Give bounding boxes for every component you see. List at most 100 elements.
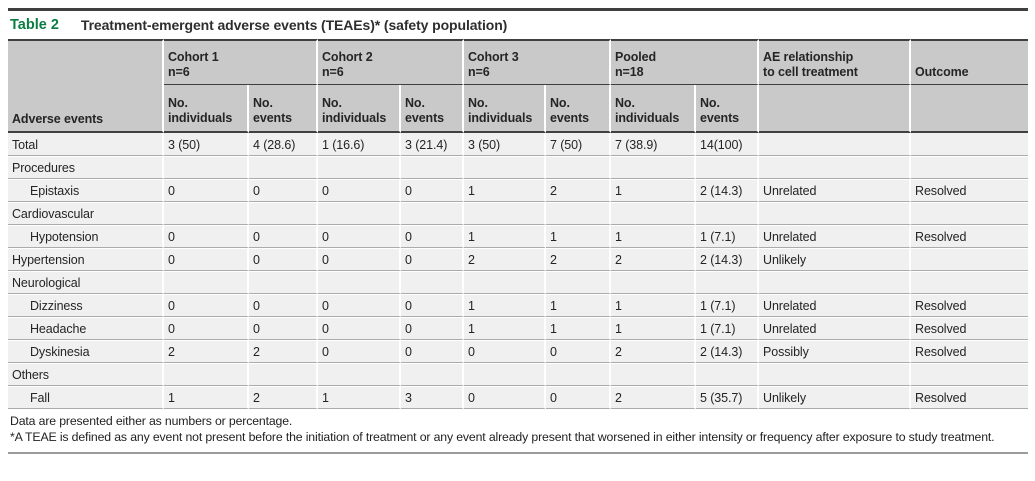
row-label: Hypotension [8,225,164,248]
cell [759,363,912,386]
cell [911,202,1029,225]
table-row: Hypertension 0 0 0 0 2 2 2 2 (14.3) Unlikely [8,248,1029,271]
cell: 1 [464,179,546,202]
header-group-row: Adverse events Cohort 1 n=6 Cohort 2 n=6 C… [8,39,1029,133]
cell [759,156,912,179]
cell: 2 (14.3) [696,340,760,363]
cell [696,363,760,386]
cell [611,363,696,386]
cell [546,363,611,386]
cell: 0 [318,248,401,271]
cell: 0 [546,386,611,409]
cell [546,156,611,179]
subheader-outcome-empty [911,85,1029,133]
cell: 1 (7.1) [696,225,760,248]
cell: 2 [611,248,696,271]
category-row: Others [8,363,1029,386]
cell: Unrelated [759,294,912,317]
cell [611,271,696,294]
cell: 1 (16.6) [318,133,401,156]
cell [249,156,318,179]
row-label: Others [8,363,164,386]
cell: 1 [464,294,546,317]
cell: 2 [249,340,318,363]
cell [401,156,464,179]
subheader-c3-events: No. events [546,85,611,133]
cell: 4 (28.6) [249,133,318,156]
cell [164,202,249,225]
cell [464,271,546,294]
cell [696,271,760,294]
column-group-cohort-2: Cohort 2 n=6 [318,39,464,85]
cell: 0 [249,248,318,271]
subheader-pooled-events: No. events [696,85,760,133]
cell: 2 [164,340,249,363]
cell: 0 [318,294,401,317]
subheader-c2-events: No. events [401,85,464,133]
column-header-outcome: Outcome [911,39,1029,85]
cell: 2 [611,386,696,409]
cell: 0 [401,225,464,248]
cell: 1 [546,317,611,340]
subheader-c1-individuals: No. individuals [164,85,249,133]
cell: 1 [318,386,401,409]
cell: 0 [318,225,401,248]
cell: 2 [611,340,696,363]
cell: 1 [464,225,546,248]
cell: 5 (35.7) [696,386,760,409]
cell [759,202,912,225]
cell [318,156,401,179]
cell: 3 (50) [464,133,546,156]
cell: 0 [164,225,249,248]
cell: Resolved [911,340,1029,363]
subheader-pooled-individuals: No. individuals [611,85,696,133]
table-header: Adverse events Cohort 1 n=6 Cohort 2 n=6 C… [8,39,1029,133]
row-label: Procedures [8,156,164,179]
cell: 1 [464,317,546,340]
cell: 0 [464,340,546,363]
cell [696,156,760,179]
table-footnotes: Data are presented either as numbers or … [8,409,1028,452]
cell: 1 [546,294,611,317]
cell: Resolved [911,179,1029,202]
cell: 1 [164,386,249,409]
cell [911,156,1029,179]
cell [318,363,401,386]
category-row: Neurological [8,271,1029,294]
column-header-adverse-events: Adverse events [8,39,164,133]
cell [401,271,464,294]
cell: Resolved [911,294,1029,317]
teae-table: Adverse events Cohort 1 n=6 Cohort 2 n=6 C… [8,39,1029,409]
cell: 0 [318,317,401,340]
row-label: Dyskinesia [8,340,164,363]
cell: 1 [611,179,696,202]
cell [249,271,318,294]
cell: 0 [318,340,401,363]
cell [546,202,611,225]
cell [164,156,249,179]
cell: 0 [164,248,249,271]
cell [318,202,401,225]
cell: 1 [611,225,696,248]
cell [611,202,696,225]
cell: Resolved [911,386,1029,409]
cell: Unlikely [759,386,912,409]
subheader-c1-events: No. events [249,85,318,133]
cell: 2 [546,179,611,202]
cell: Unrelated [759,317,912,340]
table-row: Dyskinesia 2 2 0 0 0 0 2 2 (14.3) Possibly Resolve… [8,340,1029,363]
column-group-cohort-1: Cohort 1 n=6 [164,39,318,85]
row-label: Headache [8,317,164,340]
cell: 3 (21.4) [401,133,464,156]
cell: 0 [164,317,249,340]
cell [546,271,611,294]
cell: 0 [401,248,464,271]
cell [249,363,318,386]
table-row: Hypotension 0 0 0 0 1 1 1 1 (7.1) Unrelated Resolv… [8,225,1029,248]
cell [759,271,912,294]
bottom-rule [8,452,1028,455]
table-caption: Treatment-emergent adverse events (TEAEs… [80,17,508,33]
cell [464,156,546,179]
cell: 1 [611,317,696,340]
row-label: Dizziness [8,294,164,317]
